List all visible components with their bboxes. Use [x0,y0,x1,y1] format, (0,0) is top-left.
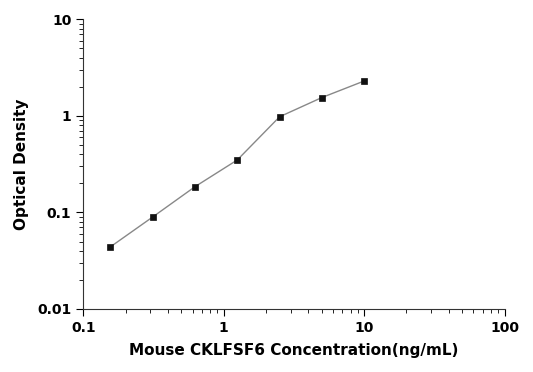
Y-axis label: Optical Density: Optical Density [14,99,29,230]
X-axis label: Mouse CKLFSF6 Concentration(ng/mL): Mouse CKLFSF6 Concentration(ng/mL) [130,343,458,358]
